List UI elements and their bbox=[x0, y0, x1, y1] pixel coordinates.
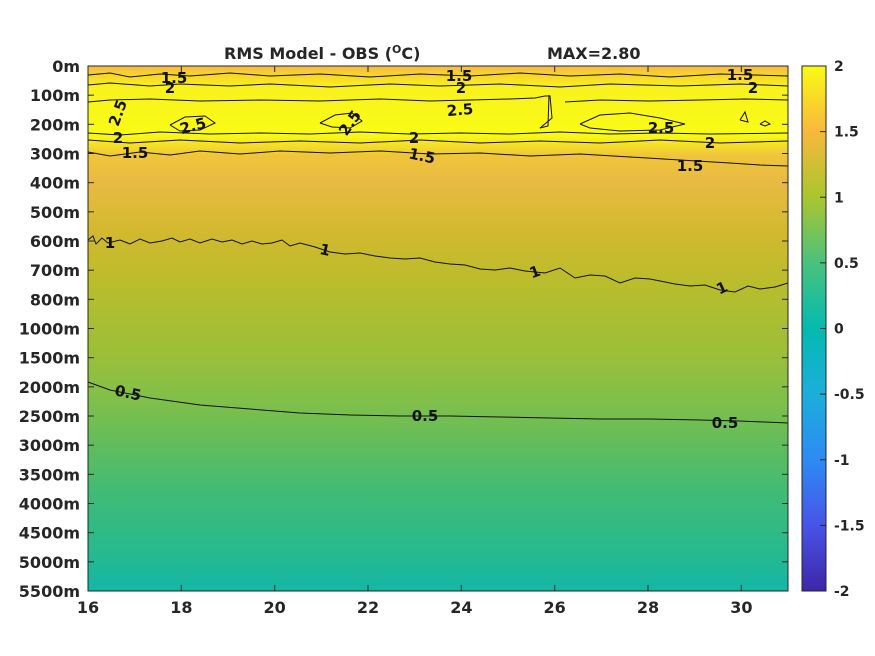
contour-line bbox=[87, 139, 789, 144]
colorbar-tick-label: -0.5 bbox=[834, 387, 865, 403]
contour-label: 2.5 bbox=[648, 119, 675, 137]
x-tick-label: 18 bbox=[170, 598, 192, 617]
y-tick-label: 3000m bbox=[19, 436, 80, 455]
colorbar-tick-label: -1.5 bbox=[834, 518, 865, 534]
colorbar-tick-label: 0.5 bbox=[834, 256, 859, 272]
y-axis: 0m 100m 200m 300m 400m 500m 600m 700m 800m 1000m 1… bbox=[19, 57, 788, 601]
x-axis: 16 18 20 22 24 26 28 30 bbox=[77, 66, 752, 617]
contour-label: 1 bbox=[318, 240, 332, 260]
y-tick-label: 100m bbox=[30, 86, 80, 105]
contour-line bbox=[87, 82, 789, 88]
contour-label: 1.5 bbox=[446, 67, 473, 85]
contour-label: 0.5 bbox=[712, 414, 739, 432]
chart-title-unit-superscript: O bbox=[392, 43, 401, 56]
x-tick-label: 20 bbox=[264, 598, 286, 617]
contour-label: 1.5 bbox=[407, 144, 437, 167]
colorbar: -2 -1.5 -1 -0.5 0 0.5 1 1.5 2 bbox=[801, 59, 865, 600]
contour-label: 0.5 bbox=[412, 407, 439, 425]
contour-label: 1.5 bbox=[727, 66, 754, 84]
chart-title-unit: C) bbox=[401, 44, 420, 63]
y-tick-label: 5000m bbox=[19, 553, 80, 572]
contour-lines bbox=[87, 72, 789, 424]
y-tick-label: 700m bbox=[30, 261, 80, 280]
y-tick-label: 800m bbox=[30, 290, 80, 309]
contour-line bbox=[319, 112, 363, 129]
contour-label: 1.5 bbox=[122, 144, 149, 162]
contour-line bbox=[87, 72, 789, 78]
x-tick-label: 26 bbox=[544, 598, 566, 617]
chart-title: RMS Model - OBS (OC) bbox=[224, 43, 420, 63]
contour-label: 2 bbox=[705, 134, 715, 152]
colorbar-tick-label: 1 bbox=[834, 190, 844, 206]
y-tick-label: 3500m bbox=[19, 465, 80, 484]
contour-line bbox=[87, 94, 553, 129]
x-tick-label: 22 bbox=[357, 598, 379, 617]
contour-line bbox=[87, 131, 789, 136]
colorbar-ticks: -2 -1.5 -1 -0.5 0 0.5 1 1.5 2 bbox=[820, 59, 865, 600]
contour-line bbox=[87, 235, 789, 293]
colorbar-tick-label: 1.5 bbox=[834, 125, 859, 141]
contour-line bbox=[739, 110, 749, 123]
contour-label: 2 bbox=[165, 79, 175, 97]
contour-line bbox=[87, 150, 789, 167]
y-tick-label: 300m bbox=[30, 145, 80, 164]
contour-label: 0.5 bbox=[113, 381, 143, 404]
contour-label: 1 bbox=[105, 234, 115, 252]
contour-label: 2 bbox=[456, 79, 466, 97]
contour-label: 2 bbox=[409, 129, 419, 147]
colorbar-tick-label: 2 bbox=[834, 59, 844, 75]
y-tick-label: 5500m bbox=[19, 582, 80, 601]
chart-title-main: RMS Model - OBS ( bbox=[224, 44, 392, 63]
y-tick-label: 600m bbox=[30, 232, 80, 251]
contour-line bbox=[564, 98, 789, 103]
x-tick-label: 24 bbox=[450, 598, 472, 617]
y-tick-label: 500m bbox=[30, 203, 80, 222]
y-tick-label: 2000m bbox=[19, 378, 80, 397]
y-tick-label: 4500m bbox=[19, 524, 80, 543]
contour-label: 2 bbox=[748, 79, 758, 97]
colorbar-tick-label: 0 bbox=[834, 322, 844, 338]
y-tick-label: 2500m bbox=[19, 407, 80, 426]
colorbar-tick-label: -2 bbox=[834, 584, 850, 600]
max-value-label: MAX=2.80 bbox=[547, 44, 641, 63]
x-tick-label: 28 bbox=[637, 598, 659, 617]
contour-label: 1.5 bbox=[677, 157, 704, 175]
contour-label: 2 bbox=[113, 129, 123, 147]
x-tick-label: 16 bbox=[77, 598, 99, 617]
x-tick-label: 30 bbox=[730, 598, 752, 617]
y-tick-label: 1500m bbox=[19, 349, 80, 368]
y-tick-label: 4000m bbox=[19, 495, 80, 514]
contour-line bbox=[759, 120, 772, 127]
heatmap-field bbox=[88, 66, 788, 591]
y-tick-label: 0m bbox=[52, 57, 80, 76]
contour-line bbox=[87, 381, 789, 424]
y-tick-label: 200m bbox=[30, 115, 80, 134]
contour-label: 1.5 bbox=[161, 69, 188, 87]
contour-label: 2.5 bbox=[446, 100, 474, 120]
colorbar-tick-label: -1 bbox=[834, 453, 850, 469]
y-tick-label: 1000m bbox=[19, 320, 80, 339]
contour-line bbox=[579, 112, 686, 132]
y-tick-label: 400m bbox=[30, 174, 80, 193]
contour-line bbox=[169, 115, 216, 132]
